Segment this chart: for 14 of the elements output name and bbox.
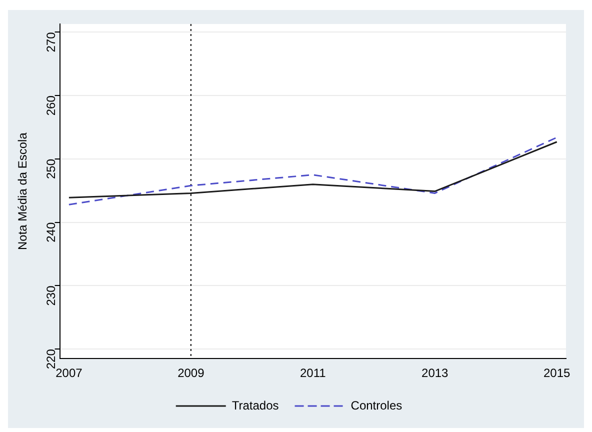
y-tick-label: 220 [44,348,58,370]
x-tick-label: 2007 [56,366,83,380]
y-tick-label: 230 [44,285,58,306]
legend-label: Controles [350,398,402,412]
x-tick-label: 2009 [178,366,205,380]
y-tick-label: 270 [44,32,58,52]
legend-label: Tratados [232,398,279,412]
x-tick-label: 2015 [544,366,571,380]
y-tick-label: 260 [44,95,58,116]
y-axis-title: Nota Média da Escola [16,132,30,250]
y-tick-label: 240 [44,222,58,242]
x-tick-label: 2011 [300,366,326,380]
x-tick-label: 2013 [422,366,449,380]
y-tick-label: 250 [44,158,58,180]
